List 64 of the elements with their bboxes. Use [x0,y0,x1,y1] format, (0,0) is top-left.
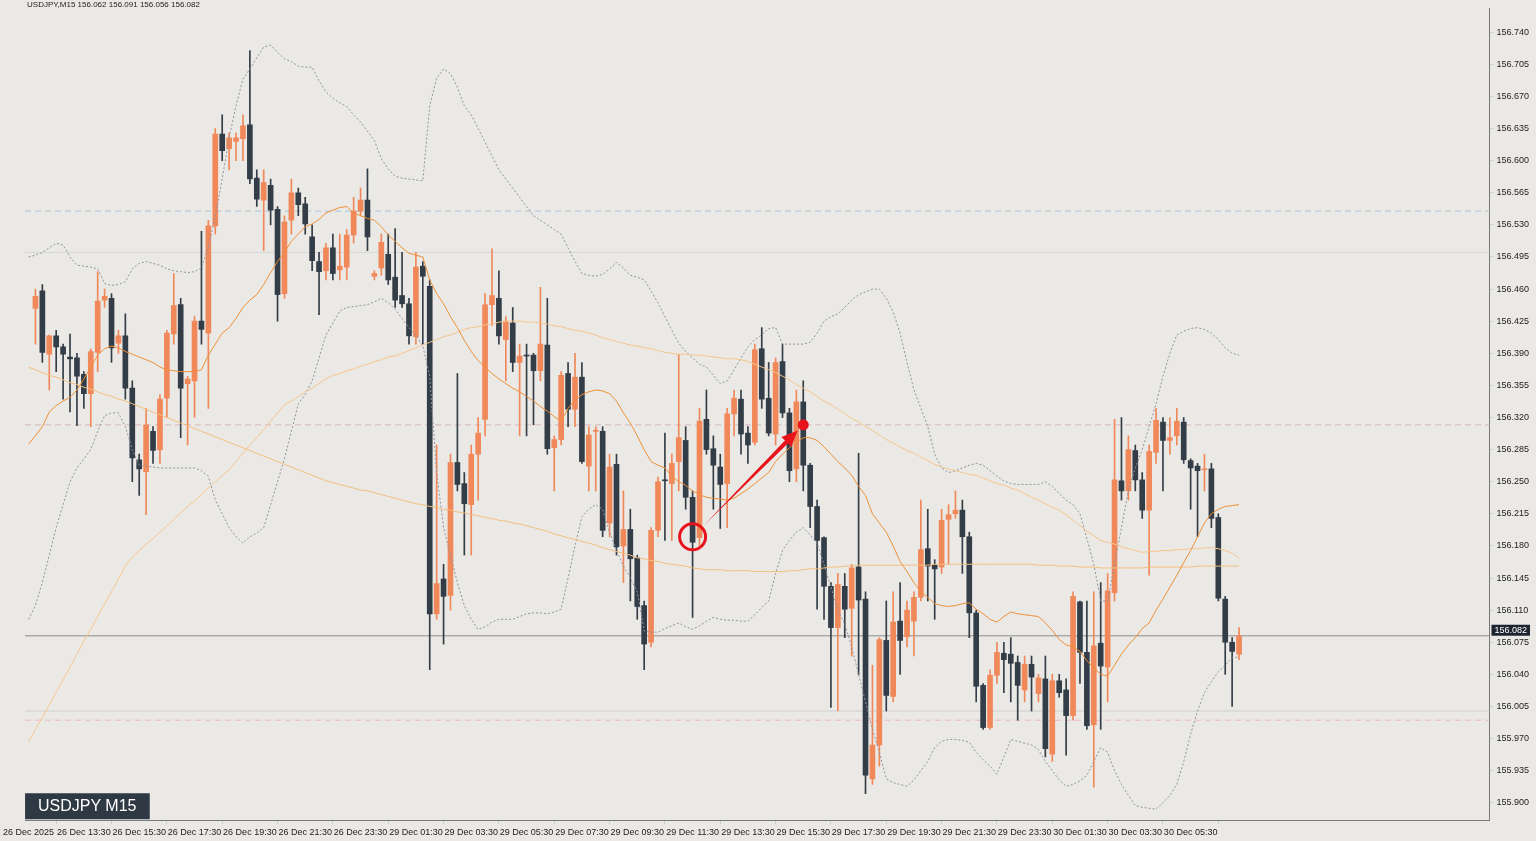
candlestick [60,343,66,400]
candlestick [897,582,903,675]
x-tick-label: 29 Dec 13:30 [721,827,775,838]
candlestick [675,353,682,492]
x-tick-label: 26 Dec 13:30 [57,827,111,838]
x-tick-label: 26 Dec 21:30 [278,827,332,838]
annotation: USDJPY M15 [38,796,137,814]
x-tick-label: 29 Dec 21:30 [942,827,997,838]
y-tick-label: 156.460 [1496,283,1530,294]
y-tick-label: 156.215 [1496,508,1530,519]
x-tick-label: 29 Dec 01:30 [389,827,443,838]
candlestick [260,169,267,251]
candlestick [592,426,599,492]
y-tick-label: 156.600 [1496,155,1530,166]
x-tick-label: 29 Dec 05:30 [499,827,554,838]
x-tick-label: 29 Dec 11:30 [666,827,720,838]
y-tick-label: 155.935 [1496,765,1530,776]
y-tick-label: 156.075 [1496,636,1530,647]
x-tick-label: 30 Dec 03:30 [1108,827,1163,838]
x-tick-label: 29 Dec 17:30 [831,827,886,838]
y-tick-label: 155.970 [1496,733,1530,744]
y-tick-label: 156.425 [1496,315,1530,326]
x-tick-label: 29 Dec 03:30 [444,827,498,838]
line-series [28,297,1240,810]
candlestick [316,252,322,316]
y-tick-label: 156.320 [1496,411,1530,422]
chart-title: USDJPY,M15 156.062 156.091 156.056 156.082 [27,0,201,10]
y-tick-label: 156.635 [1496,123,1530,134]
y-tick-label: 156.390 [1496,347,1530,358]
x-tick-label: 26 Dec 23:30 [333,827,388,838]
candlestick [662,432,668,541]
candlestick [1167,417,1173,455]
candlestick [1097,582,1104,730]
y-tick-label: 156.565 [1496,187,1530,198]
y-tick-label: 156.355 [1496,379,1530,390]
x-tick-label: 26 Dec 17:30 [167,827,222,838]
x-tick-label: 26 Dec 15:30 [112,827,166,838]
y-tick-label: 156.740 [1496,26,1530,37]
y-tick-label: 156.530 [1496,219,1530,230]
y-tick-label: 156.495 [1496,251,1530,262]
y-tick-label: 156.005 [1496,700,1530,711]
candlestick [669,453,675,541]
x-tick-label: 30 Dec 01:30 [1053,827,1107,838]
candlestick [419,261,426,345]
x-tick-label: 29 Dec 07:30 [555,827,609,838]
y-tick-label: 156.180 [1496,540,1530,551]
y-tick-label: 156.110 [1496,604,1529,615]
y-tick-label: 156.040 [1496,668,1530,679]
line-series [28,44,1240,602]
ref-line-label: 156.082 [1494,624,1528,635]
candlestick [136,453,143,496]
x-tick-label: 29 Dec 15:30 [776,827,831,838]
x-tick-label: 29 Dec 23:30 [997,827,1052,838]
x-tick-label: 26 Dec 19:30 [223,827,277,838]
y-tick-label: 155.900 [1496,797,1530,808]
x-tick-label: 30 Dec 05:30 [1163,827,1218,838]
x-tick-label: 29 Dec 09:30 [610,827,665,838]
y-tick-label: 156.250 [1496,476,1530,487]
y-tick-label: 156.670 [1496,90,1530,101]
y-tick-label: 156.145 [1496,572,1530,583]
x-tick-label: 26 Dec 2025 [3,827,55,838]
y-tick-label: 156.285 [1496,444,1530,455]
y-tick-label: 156.705 [1496,58,1530,69]
x-tick-label: 29 Dec 19:30 [887,827,941,838]
